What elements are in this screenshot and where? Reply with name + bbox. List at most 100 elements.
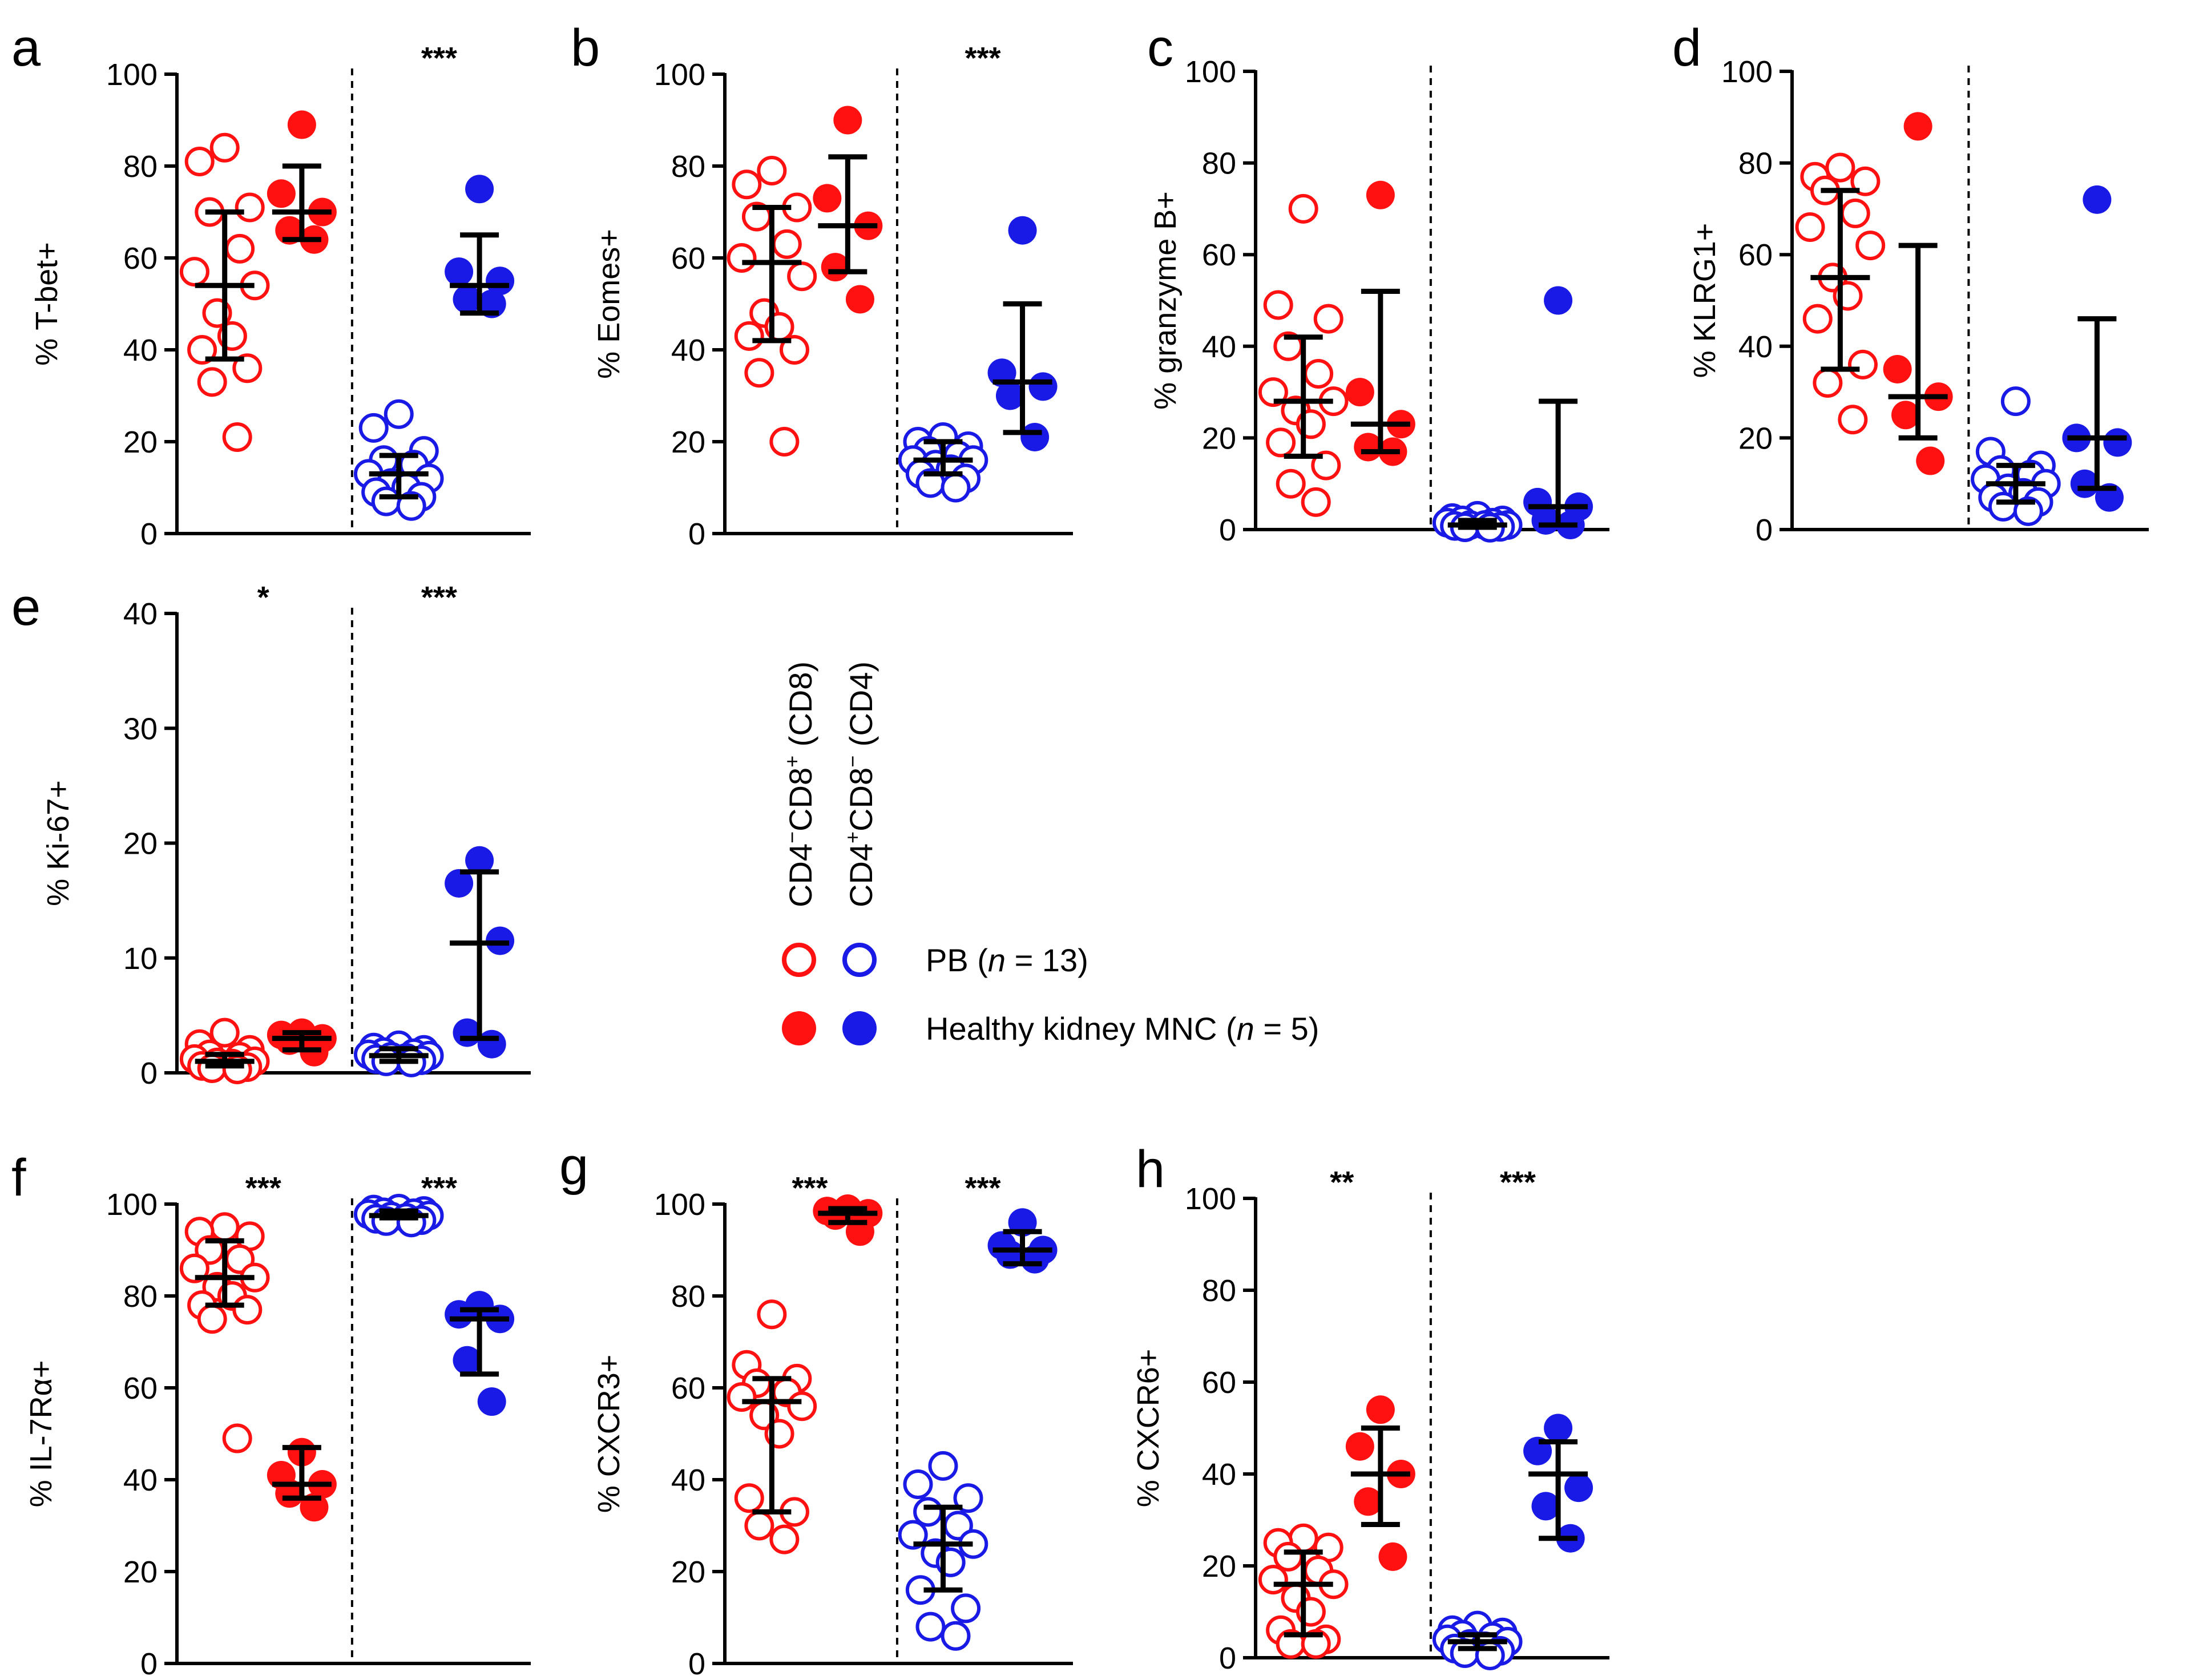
data-point [813,184,842,213]
group-0 [179,132,270,452]
data-point [1273,1541,1304,1572]
y-axis-label: % T-bet+ [30,242,64,366]
group-2 [1971,386,2061,526]
data-point [267,179,296,208]
y-axis-label: % granzyme B+ [1148,191,1183,410]
y-tick-label: 100 [654,58,705,92]
y-axis-label: % KLRG1+ [1688,223,1722,378]
group-0 [1258,1523,1349,1659]
data-point [1802,304,1833,334]
panel-label: g [559,1137,588,1196]
data-point [1008,216,1037,245]
legend-cd8-base1: CD4 [782,843,818,907]
data-point [845,285,874,314]
legend-pb-label: PB (n = 13) [926,942,1088,978]
panel-label: e [11,578,41,636]
y-tick-label: 60 [123,241,158,276]
legend-cd8-base2: CD8 [782,768,818,831]
y-axis-label: % Eomes+ [592,229,626,379]
legend-cd4-header: CD4+CD8− (CD4) [841,661,879,907]
legend-cd4-base2: CD8 [843,768,879,831]
data-point [744,358,774,388]
group-3 [987,1208,1058,1274]
data-point [1840,198,1870,228]
data-point [2000,386,2031,417]
group-3 [2062,185,2132,512]
group-1 [1345,180,1415,466]
y-tick-label: 20 [1738,421,1773,455]
legend-pb-suffix: = 13) [1006,942,1088,978]
y-tick-label: 0 [140,517,158,551]
data-point [197,1304,227,1334]
group-1 [1883,112,1953,475]
legend-kidney-prefix: Healthy kidney MNC ( [926,1011,1237,1047]
data-point [222,1423,252,1453]
y-tick-label: 100 [654,1188,705,1222]
y-tick-label: 80 [1202,147,1236,181]
group-0 [727,1299,817,1554]
data-point [1988,491,2018,522]
legend-cd8-suffix: (CD8) [782,661,818,756]
data-point [1301,1629,1331,1659]
legend-cd4-base1: CD4 [843,843,879,907]
data-point [928,1451,958,1481]
data-point [209,132,240,163]
y-tick-label: 60 [671,1371,705,1406]
data-point [915,1612,946,1642]
data-point [732,169,762,200]
y-tick-label: 0 [140,1647,158,1680]
group-3 [445,175,515,318]
y-tick-label: 40 [1738,330,1773,364]
group-2 [898,1451,988,1651]
y-tick-label: 20 [671,1555,705,1589]
legend-cd4-sup2: − [841,756,864,768]
y-tick-label: 20 [1202,421,1236,455]
data-point [953,1483,983,1513]
panel-a: a % T-bet+ 0 20 40 60 80 100 *** [11,19,531,551]
data-point [235,192,265,223]
data-point [2013,496,2043,526]
significance-label: *** [965,41,1000,75]
y-tick-label: 40 [671,1463,705,1497]
data-point [1838,405,1868,435]
group-1 [1345,1395,1415,1571]
y-tick-label: 60 [671,241,705,276]
y-tick-label: 40 [1202,1457,1236,1492]
significance-label: *** [421,41,457,75]
data-point [1366,1395,1395,1424]
significance-label: *** [245,1171,281,1205]
panel-d: d % KLRG1+ 0 20 40 60 80 100 [1672,19,2149,547]
data-point [787,1391,817,1421]
data-point [371,486,401,516]
data-point [833,106,862,135]
data-point [453,285,482,314]
y-tick-label: 40 [671,333,705,368]
data-point [396,491,426,521]
data-point [1531,1492,1560,1521]
data-point [1813,368,1843,398]
y-tick-label: 40 [1202,330,1236,364]
data-point [445,257,474,286]
data-point [1276,469,1306,499]
data-point [1378,1542,1407,1571]
y-tick-label: 60 [1738,238,1773,272]
data-point [1544,1414,1573,1443]
group-1 [267,1437,337,1522]
legend-kidney-n: n [1237,1011,1254,1047]
data-point [232,353,263,383]
data-point [184,146,215,176]
y-tick-label: 80 [1202,1274,1236,1308]
y-tick-label: 20 [1202,1549,1236,1584]
y-tick-label: 100 [1185,1182,1236,1216]
group-0 [179,1212,270,1453]
data-point [734,321,764,351]
y-axis-label: % CXCR6+ [1131,1349,1165,1508]
legend-kidney-cd4-marker [842,1011,877,1045]
data-point [1825,152,1855,183]
y-tick-label: 20 [123,827,158,861]
